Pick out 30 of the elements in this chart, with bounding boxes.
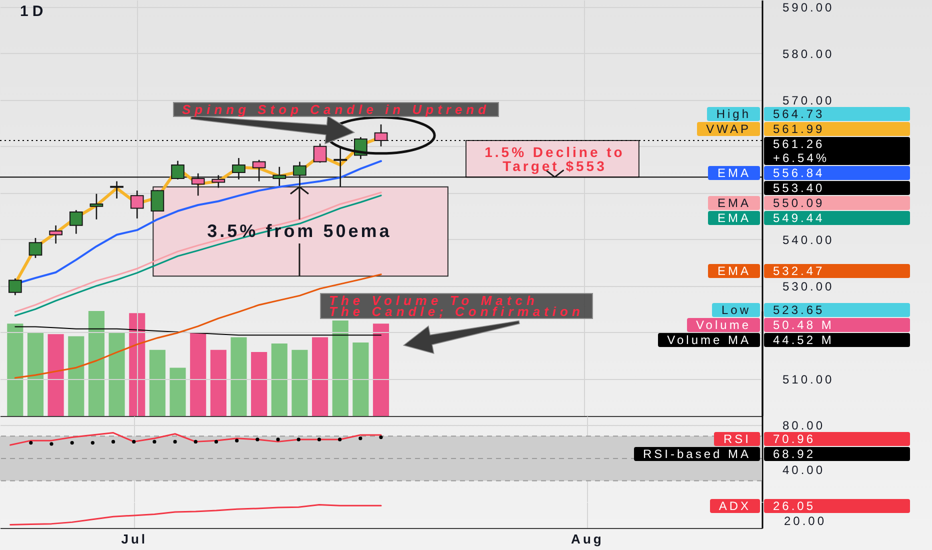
y-tick-label: 530.00 bbox=[782, 279, 834, 294]
text: RSI-based MA 68.92 bbox=[642, 447, 816, 462]
text: Volume 50.48 M bbox=[696, 318, 834, 332]
text: 20.00 bbox=[784, 514, 827, 528]
text: EMA 550.09 bbox=[717, 196, 825, 210]
text: RSI 70.96 bbox=[723, 432, 816, 446]
y-tick-label: 510.00 bbox=[782, 372, 834, 386]
text: ADX 26.05 bbox=[718, 498, 816, 513]
band-label: 1.5% Decline to Target $553 bbox=[484, 144, 625, 174]
ref-line-label: 553.40 bbox=[764, 181, 910, 196]
x-tick-label: Aug bbox=[571, 532, 604, 546]
x-tick-label: Jul bbox=[121, 532, 148, 546]
y-tick-label: 80.00 bbox=[782, 418, 826, 432]
ref-line-label: 561.26 +6.54% bbox=[764, 137, 910, 166]
annotation: The Volume To Match The Candle; Confirmation bbox=[320, 293, 593, 320]
y-tick-label: 540.00 bbox=[782, 232, 834, 247]
text: High 564.73 bbox=[716, 107, 825, 122]
text: EMA 556.84 bbox=[717, 166, 825, 180]
y-tick-label: 590.00 bbox=[782, 0, 834, 14]
text: Volume MA 44.52 M bbox=[667, 332, 834, 347]
text: Low 523.65 bbox=[721, 302, 825, 317]
text: EMA 549.44 bbox=[717, 211, 825, 226]
chart-title: 1D bbox=[20, 3, 48, 20]
y-tick-label: 40.00 bbox=[782, 463, 826, 478]
y-tick-label: 570.00 bbox=[782, 93, 834, 108]
annotation: Spinng Stop Candle in Uptrend bbox=[172, 102, 500, 116]
band-label: 3.5% from 50ema bbox=[207, 221, 392, 242]
text: VWAP 561.99 bbox=[706, 122, 825, 136]
y-tick-label: 580.00 bbox=[782, 46, 834, 61]
text: EMA 532.47 bbox=[717, 264, 825, 278]
